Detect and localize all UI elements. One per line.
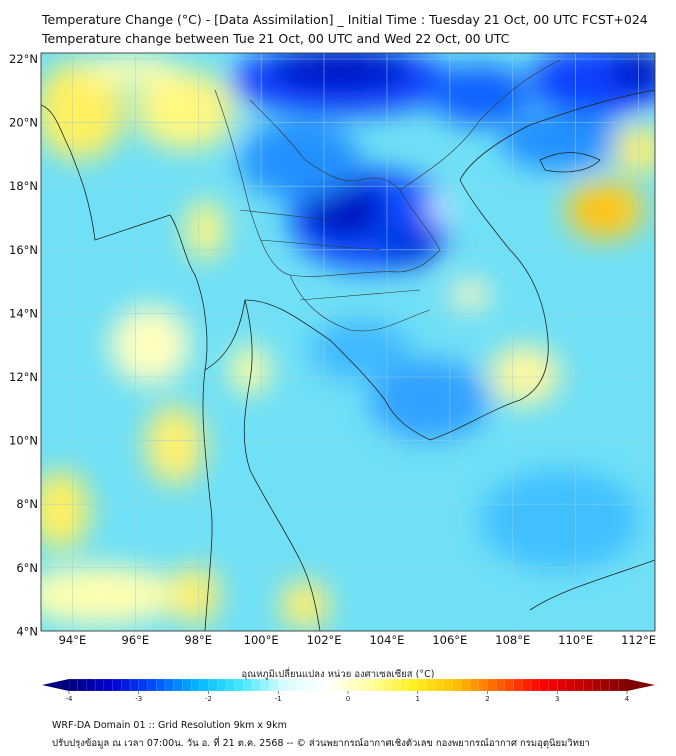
lat-label: 4°N: [16, 624, 38, 638]
lat-label: 20°N: [9, 116, 38, 130]
colorbar-min-arrow: [42, 679, 69, 691]
lat-label: 18°N: [9, 179, 38, 193]
map-frame: [40, 52, 656, 632]
lat-label: 12°N: [9, 370, 38, 384]
latitude-labels: 22°N 20°N 18°N 16°N 14°N 12°N 10°N 8°N 6°N 4°N: [9, 52, 38, 638]
lon-label: 108°E: [495, 633, 530, 647]
colorbar-label: อุณหภูมิเปลี่ยนแปลง หน่วย องศาเซลเซียส (…: [241, 669, 435, 680]
map-field: [41, 53, 655, 631]
footer-model-info: WRF-DA Domain 01 :: Grid Resolution 9km …: [52, 720, 287, 731]
lon-label: 96°E: [122, 633, 150, 647]
lon-label: 94°E: [59, 633, 87, 647]
lat-label: 6°N: [16, 561, 38, 575]
colorbar-tick-label: -4: [66, 695, 74, 703]
borders: [214, 59, 561, 332]
temperature-field: [41, 53, 655, 630]
lon-label: 104°E: [369, 633, 404, 647]
colorbar-tick-label: -3: [135, 695, 142, 703]
graticule: [41, 53, 655, 631]
colorbar-tick-label: 3: [555, 695, 559, 703]
colorbar-tick-label: -1: [275, 695, 282, 703]
lat-label: 16°N: [9, 243, 38, 257]
colorbar-tick-label: -2: [205, 695, 212, 703]
lon-label: 98°E: [184, 633, 212, 647]
colorbar: -4 -3 -2 -1 0 1 2 3 4: [42, 678, 655, 703]
footer-update-info: ปรับปรุงข้อมูล ณ เวลา 07:00น. วัน อ. ที่…: [52, 738, 590, 749]
coastlines: [41, 89, 655, 631]
lat-label: 14°N: [9, 306, 38, 320]
lon-label: 106°E: [432, 633, 467, 647]
chart-title: Temperature Change (°C) - [Data Assimila…: [42, 12, 648, 27]
lon-label: 102°E: [307, 633, 342, 647]
colorbar-tick-label: 4: [625, 695, 630, 703]
colorbar-tick-label: 2: [485, 695, 489, 703]
colorbar-max-arrow: [627, 679, 655, 691]
longitude-labels: 94°E 96°E 98°E 100°E 102°E 104°E 106°E 108°E 110…: [59, 633, 656, 647]
chart-subtitle: Temperature change between Tue 21 Oct, 0…: [42, 31, 510, 46]
lon-label: 100°E: [244, 633, 279, 647]
lon-label: 110°E: [558, 633, 593, 647]
lon-label: 112°E: [621, 633, 656, 647]
colorbar-tick-label: 1: [416, 695, 420, 703]
lat-label: 10°N: [9, 434, 38, 448]
lat-label: 8°N: [16, 497, 38, 511]
colorbar-tick-label: 0: [346, 695, 350, 703]
lat-label: 22°N: [9, 52, 38, 66]
